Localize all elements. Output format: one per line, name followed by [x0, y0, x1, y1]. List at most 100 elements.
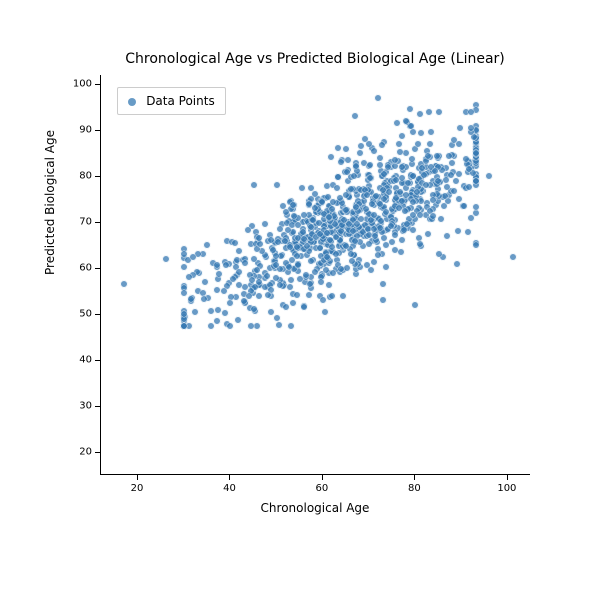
data-point	[380, 281, 387, 288]
data-point	[290, 300, 297, 307]
data-point	[405, 179, 412, 186]
data-point	[213, 262, 220, 269]
data-point	[398, 163, 405, 170]
data-point	[378, 218, 385, 225]
data-point	[435, 108, 442, 115]
data-point	[442, 193, 449, 200]
y-tick-mark	[95, 222, 100, 223]
data-point	[460, 203, 467, 210]
data-point	[235, 269, 242, 276]
data-point	[329, 206, 336, 213]
data-point	[304, 243, 311, 250]
data-point	[319, 297, 326, 304]
data-point	[282, 208, 289, 215]
data-point	[388, 223, 395, 230]
data-point	[226, 300, 233, 307]
data-point	[273, 252, 280, 259]
data-point	[301, 236, 308, 243]
data-point	[349, 258, 356, 265]
data-point	[308, 185, 315, 192]
data-point	[412, 301, 419, 308]
data-point	[287, 276, 294, 283]
data-point	[340, 217, 347, 224]
data-point	[282, 304, 289, 311]
data-point	[433, 152, 440, 159]
data-point	[402, 207, 409, 214]
data-point	[293, 252, 300, 259]
data-point	[216, 271, 223, 278]
data-point	[204, 242, 211, 249]
data-point	[294, 261, 301, 268]
data-point	[452, 177, 459, 184]
data-point	[300, 211, 307, 218]
data-point	[330, 269, 337, 276]
data-point	[306, 280, 313, 287]
data-point	[464, 228, 471, 235]
axes-area	[100, 75, 530, 475]
data-point	[181, 322, 188, 329]
data-point	[248, 277, 255, 284]
data-point	[410, 199, 417, 206]
data-point	[465, 165, 472, 172]
data-point	[344, 264, 351, 271]
data-point	[285, 227, 292, 234]
data-point	[472, 149, 479, 156]
y-tick-label: 20	[72, 447, 92, 458]
data-point	[392, 156, 399, 163]
data-point	[367, 266, 374, 273]
data-point	[311, 205, 318, 212]
data-point	[332, 233, 339, 240]
y-tick-label: 30	[72, 401, 92, 412]
data-point	[335, 173, 342, 180]
data-point	[377, 200, 384, 207]
data-point	[472, 242, 479, 249]
data-point	[276, 281, 283, 288]
data-point	[344, 156, 351, 163]
data-point	[232, 240, 239, 247]
data-point	[363, 206, 370, 213]
data-point	[437, 216, 444, 223]
y-tick-label: 40	[72, 355, 92, 366]
data-point	[380, 297, 387, 304]
data-point	[325, 213, 332, 220]
data-point	[329, 292, 336, 299]
data-point	[256, 241, 263, 248]
y-tick-label: 100	[72, 79, 92, 90]
data-point	[334, 144, 341, 151]
data-point	[430, 213, 437, 220]
data-point	[435, 251, 442, 258]
data-point	[376, 154, 383, 161]
data-point	[379, 142, 386, 149]
y-tick-mark	[95, 452, 100, 453]
data-point	[234, 317, 241, 324]
data-point	[388, 239, 395, 246]
data-point	[509, 253, 516, 260]
data-point	[214, 318, 221, 325]
x-tick-label: 40	[223, 483, 236, 494]
x-axis-label: Chronological Age	[100, 501, 530, 515]
data-point	[409, 172, 416, 179]
data-point	[181, 264, 188, 271]
data-point	[356, 150, 363, 157]
data-point	[420, 172, 427, 179]
data-point	[425, 230, 432, 237]
data-point	[294, 222, 301, 229]
data-point	[353, 220, 360, 227]
y-tick-mark	[95, 130, 100, 131]
chart-title: Chronological Age vs Predicted Biologica…	[100, 51, 530, 67]
data-point	[181, 311, 188, 318]
data-point	[391, 231, 398, 238]
data-point	[273, 182, 280, 189]
data-point	[403, 191, 410, 198]
legend-label: Data Points	[146, 94, 215, 108]
data-point	[301, 304, 308, 311]
y-tick-label: 50	[72, 309, 92, 320]
data-point	[364, 192, 371, 199]
legend-marker	[128, 98, 136, 106]
data-point	[187, 295, 194, 302]
data-point	[417, 241, 424, 248]
data-point	[328, 244, 335, 251]
data-point	[352, 162, 359, 169]
data-point	[431, 167, 438, 174]
data-point	[435, 178, 442, 185]
